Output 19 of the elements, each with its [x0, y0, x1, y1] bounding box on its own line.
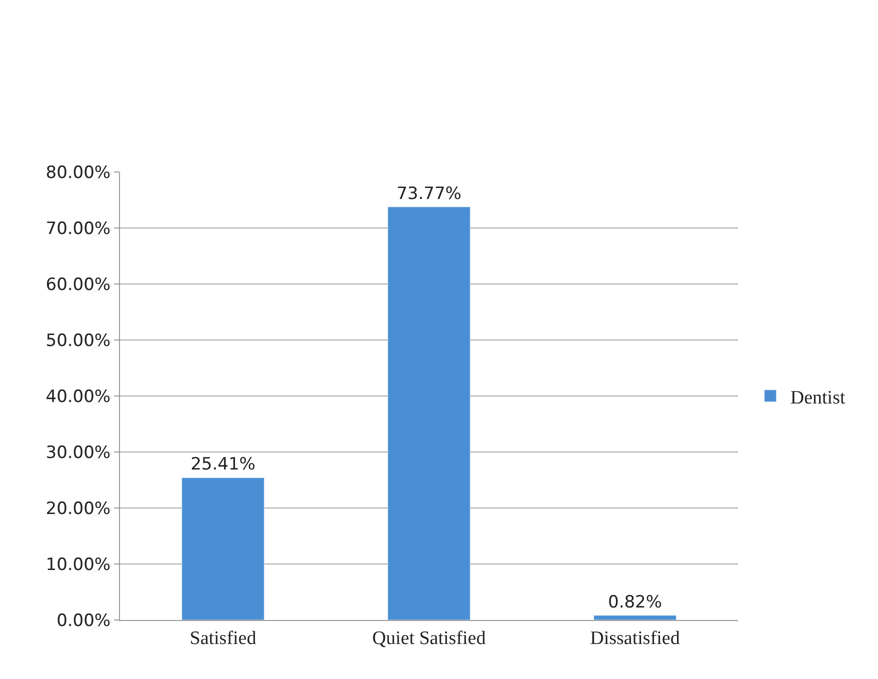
- x-tick-label: Quiet Satisfied: [372, 628, 486, 649]
- bar: [594, 615, 676, 620]
- y-tick-label: 80.00%: [46, 162, 111, 183]
- y-tick-label: 70.00%: [46, 218, 111, 239]
- data-label: 0.82%: [608, 592, 662, 612]
- y-tick-label: 50.00%: [46, 330, 111, 351]
- y-tick-label: 10.00%: [46, 554, 111, 575]
- y-tick-label: 40.00%: [46, 386, 111, 407]
- x-tick-label: Dissatisfied: [590, 628, 680, 649]
- y-tick-label: 20.00%: [46, 498, 111, 519]
- y-tick-label: 60.00%: [46, 274, 111, 295]
- data-label: 73.77%: [396, 184, 462, 204]
- legend-label: Dentist: [790, 387, 846, 408]
- bar: [388, 206, 470, 620]
- x-tick-label: Satisfied: [190, 628, 257, 649]
- bar: [182, 477, 264, 620]
- data-label: 25.41%: [190, 454, 256, 475]
- y-tick-label: 0.00%: [56, 610, 111, 631]
- y-tick-label: 30.00%: [46, 442, 111, 463]
